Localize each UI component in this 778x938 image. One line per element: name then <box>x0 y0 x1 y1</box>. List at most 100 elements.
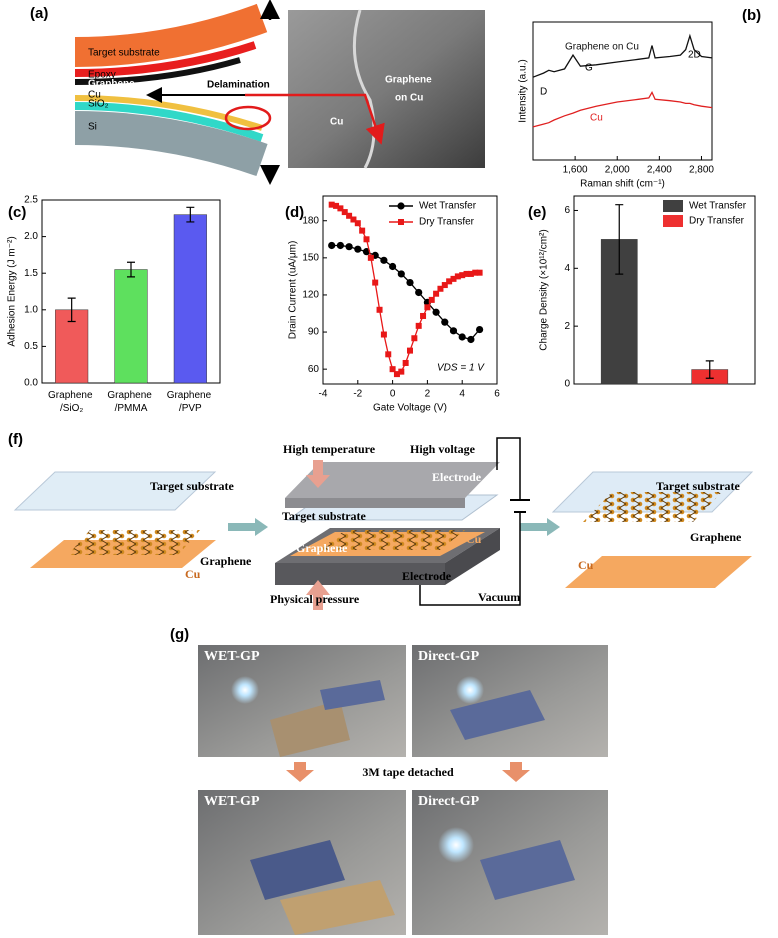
layer-label: Epoxy <box>88 70 116 81</box>
panel-label: (e) <box>528 204 546 221</box>
panel-label: (c) <box>8 204 26 221</box>
y-axis-label: Drain Current (uA/μm) <box>288 241 299 340</box>
x-tick-label: -2 <box>353 389 362 400</box>
marker <box>428 296 435 303</box>
error-bar <box>127 261 135 278</box>
marker <box>467 270 474 277</box>
marker <box>397 270 405 278</box>
marker <box>350 216 357 223</box>
x-tick-label: 2 <box>425 389 431 400</box>
marker <box>341 209 348 216</box>
error-bar <box>186 206 195 223</box>
marker <box>389 366 396 373</box>
caption: 3M tape detached <box>362 765 454 779</box>
diagram-label: Target substrate <box>150 479 235 493</box>
layer-label: SiO₂ <box>88 99 109 110</box>
y-tick-label: 90 <box>308 327 320 338</box>
legend-label: Dry Transfer <box>419 217 475 228</box>
layer-label: Cu <box>88 90 101 101</box>
x-tick-label: 4 <box>459 389 465 400</box>
marker <box>476 325 484 334</box>
layer-label: Graphene <box>88 79 135 90</box>
series-line <box>532 33 713 78</box>
marker <box>454 273 461 280</box>
panel-label: (f) <box>8 431 23 448</box>
y-tick-label: 2 <box>564 321 570 332</box>
marker <box>389 262 397 271</box>
diagram-label: Graphene <box>200 554 252 568</box>
y-tick-label: 150 <box>302 252 319 263</box>
legend-label: Wet Transfer <box>419 201 477 212</box>
marker <box>359 227 366 234</box>
marker <box>376 306 383 313</box>
step-arrow <box>502 762 530 782</box>
graphene-sheet <box>320 530 465 550</box>
marker <box>437 285 444 292</box>
diagram-label: Cu <box>185 567 201 581</box>
diagram-label: Cu <box>578 558 594 572</box>
marker <box>385 351 392 358</box>
bottom-electrode-side <box>275 563 445 585</box>
marker <box>398 368 405 375</box>
led <box>456 676 484 704</box>
plot-frame <box>532 21 713 161</box>
step-arrow <box>547 518 560 536</box>
photo-label: Direct-GP <box>418 649 480 664</box>
panel-f: Target substrate Graphene Cu High temper… <box>13 437 754 610</box>
electrode-strip <box>450 690 545 740</box>
cu-slab <box>565 556 752 588</box>
panel-a: Target substrate Epoxy Graphene Cu SiO₂ … <box>74 0 485 185</box>
legend-swatch <box>663 215 683 227</box>
electrode-strip <box>250 840 345 900</box>
panel-g: WET-GP Direct-GP WET-GP Direct-GP 3M tap… <box>198 645 608 935</box>
y-tick-label: 180 <box>302 215 319 226</box>
x-tick-label: Graphene /PVP <box>167 390 214 414</box>
marker <box>424 304 431 311</box>
y-axis-label: Charge Density (×10¹²/cm²) <box>539 229 550 350</box>
marker <box>415 322 422 329</box>
y-tick-label: 60 <box>308 364 320 375</box>
plot-frame <box>322 195 498 385</box>
panel-label: (d) <box>285 204 304 221</box>
annotation: 2D <box>688 50 701 61</box>
marker <box>415 288 423 297</box>
y-tick-label: 0.5 <box>24 341 38 352</box>
marker <box>449 327 458 335</box>
marker <box>328 241 336 250</box>
layer-label: Si <box>88 122 97 133</box>
marker <box>333 202 340 209</box>
bottom-electrode-side <box>445 528 500 585</box>
cu-layer <box>74 95 263 131</box>
led <box>438 827 474 863</box>
y-tick-label: 1.0 <box>24 304 38 315</box>
marker <box>372 279 379 286</box>
error-bar <box>705 360 714 379</box>
y-tick-label: 2.5 <box>24 195 38 206</box>
diagram-label: Graphene <box>690 530 742 544</box>
y-axis-label: Intensity (a.u.) <box>518 59 529 122</box>
error-bar <box>67 297 76 323</box>
photo-label: Direct-GP <box>418 794 480 809</box>
marker <box>459 272 466 279</box>
marker <box>363 236 370 243</box>
graphene-sheet <box>583 492 722 522</box>
y-tick-label: 2.0 <box>24 231 38 242</box>
x-tick-label: Graphene /PMMA <box>107 390 154 414</box>
annotation: VDS = 1 V <box>437 363 485 374</box>
series-line <box>331 244 481 341</box>
electrode-strip <box>320 680 385 710</box>
marker <box>337 205 344 212</box>
marker <box>407 347 413 354</box>
y-tick-label: 4 <box>564 263 570 274</box>
x-axis-label: Raman shift (cm⁻¹) <box>580 179 665 190</box>
highlight-ellipse <box>224 105 272 131</box>
marker <box>354 220 361 227</box>
marker <box>458 333 466 341</box>
diagram-label: High temperature <box>283 442 376 456</box>
marker <box>433 290 440 297</box>
layer-label: Target substrate <box>88 48 160 59</box>
electrode-strip <box>480 840 575 900</box>
marker <box>380 331 387 338</box>
x-tick-label: -4 <box>319 389 328 400</box>
